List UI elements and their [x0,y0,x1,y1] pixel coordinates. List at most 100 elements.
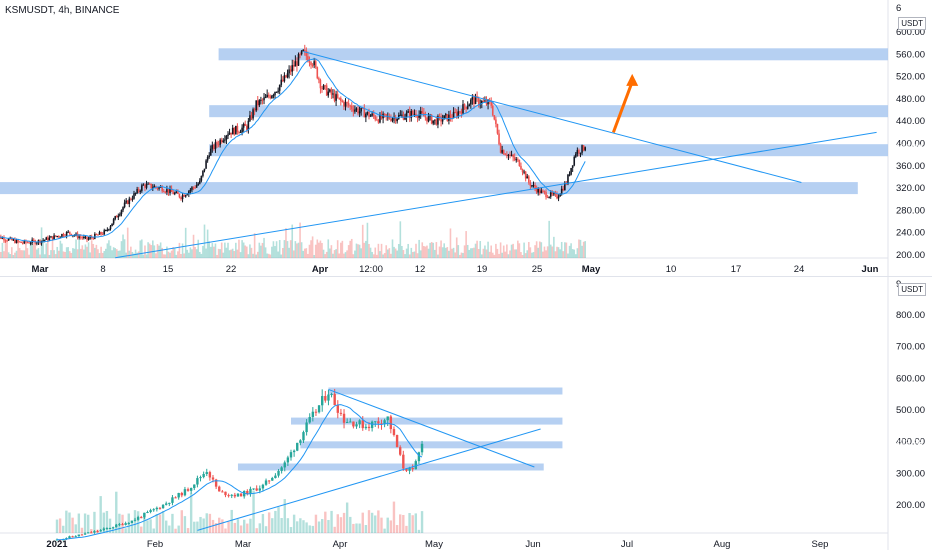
volume-bar [165,520,168,533]
candle-body [120,210,123,215]
volume-bar [493,254,496,258]
candle-body [101,234,104,236]
candle-body [271,95,273,99]
volume-bar [333,526,336,533]
candle-body [399,114,402,116]
volume-bar [272,241,275,258]
candle-body [242,123,245,128]
volume-bar [319,240,322,258]
candle-body [412,110,414,114]
volume-bar [74,524,77,533]
volume-bar [123,239,126,258]
volume-bar [556,246,558,258]
volume-bar [534,245,536,258]
volume-bar [562,251,565,258]
candle-body [131,198,134,200]
pane-separator[interactable] [0,276,932,277]
candle-body [202,474,205,478]
candle-body [105,230,107,232]
candle-body [133,519,137,521]
currency-badge-bottom[interactable]: USDT [898,283,926,296]
price-tick-label: 200.00 [896,500,925,511]
volume-bar [377,510,380,533]
volume-bar [548,220,550,258]
candle-body [109,226,112,230]
candle-body [115,524,118,528]
candle-body [252,488,255,490]
volume-bar [162,254,165,258]
candle-body [336,405,339,413]
candle-body [83,236,85,239]
volume-bar [7,252,10,258]
volume-bar [277,251,279,258]
candle-body [405,112,408,118]
main-chart-canvas[interactable]: 600.00 560.00 520.00 480.00 440.00 400.00 360.… [0,0,932,277]
volume-bar [73,248,76,258]
overview-chart-canvas[interactable]: 800.00 700.00 600.00 500.00 400.00 300.00 200.… [0,277,932,550]
volume-bar [432,242,435,258]
candle-body [286,73,289,78]
candle-body [130,520,134,523]
candle-body [123,202,126,208]
volume-bar [421,242,424,258]
volume-bar [216,254,218,258]
volume-bar [335,249,337,258]
time-tick-label: Aug [714,539,731,550]
candle-body [134,192,137,194]
candle-body [408,111,411,118]
candle-body [239,493,243,497]
candle-body [12,239,15,241]
candle-body [311,65,314,67]
currency-badge[interactable]: USDT [898,17,926,30]
volume-bar [347,245,350,258]
candle-body [502,150,505,155]
volume-bar [584,241,586,258]
main-chart-pane[interactable]: 600.00 560.00 520.00 480.00 440.00 400.00 360.… [0,0,932,277]
candle-body [371,113,373,116]
candle-body [452,111,455,119]
volume-bar [575,254,577,258]
volume-bar [299,222,301,258]
candle-body [468,104,471,107]
candle-body [546,197,549,199]
candle-body [252,109,254,119]
volume-bar [77,513,81,533]
candle-body [404,117,406,120]
volume-bar [146,520,149,533]
candle-body [557,196,560,199]
horizontal-zone-0 [218,48,889,61]
volume-bar [391,239,394,258]
volume-bar [266,253,268,258]
volume-bar [168,525,171,533]
candle-body [441,119,444,122]
candle-body [535,188,538,193]
symbol-title[interactable]: KSMUSDT, 4h, BINANCE [5,5,120,16]
candle-body [438,116,441,118]
volume-bar [366,222,369,258]
candle-body [119,214,121,216]
volume-bar [195,249,198,258]
volume-bar [228,250,231,258]
candle-body [408,467,411,471]
volume-bar [557,247,560,258]
candle-body [435,119,438,125]
volume-bar [84,244,87,258]
volume-bar [385,245,388,258]
candle-body [258,488,261,491]
volume-bar [474,243,477,258]
volume-bar [166,246,168,258]
candle-body [218,486,221,492]
volume-bar [50,250,52,258]
candle-body [29,242,32,244]
candle-body [112,219,115,224]
candle-body [128,198,131,204]
candle-body [94,233,96,239]
volume-bar [108,518,112,533]
candle-body [302,432,305,441]
volume-bar [108,240,110,258]
volume-bar [358,523,361,533]
overview-chart-pane[interactable]: 800.00 700.00 600.00 500.00 400.00 300.00 200.… [0,277,932,550]
candle-body [59,236,62,238]
volume-bar [393,246,395,258]
candle-body [365,113,367,118]
